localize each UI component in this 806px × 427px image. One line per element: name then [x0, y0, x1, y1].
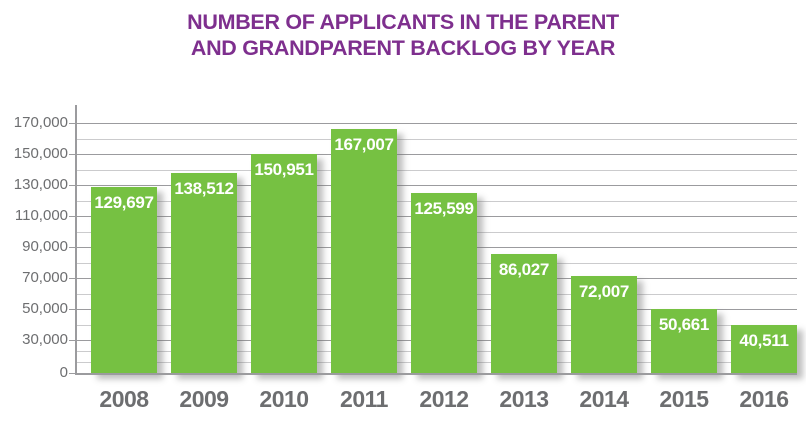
gridline-minor-160000 [77, 138, 797, 140]
y-axis-label-150000: 150,000 [13, 145, 68, 162]
bar-value-label-2010: 150,951 [254, 159, 314, 179]
x-axis-label-2013: 2013 [499, 386, 549, 412]
page-title-line-2: AND GRANDPARENT BACKLOG BY YEAR [190, 36, 616, 61]
y-axis-label-70000: 70,000 [22, 269, 68, 286]
y-tick-130000 [69, 184, 75, 186]
gridline-minor-140000 [77, 169, 797, 171]
x-axis-label-2014: 2014 [579, 386, 629, 412]
x-axis-label-2015: 2015 [659, 386, 709, 412]
y-axis-label-50000: 50,000 [22, 300, 68, 317]
bar-value-label-2012: 125,599 [414, 198, 474, 218]
plot-area: 129,697 138,512 150,951 167,007 125,599 86,02… [69, 105, 797, 375]
y-tick-50000 [69, 308, 75, 310]
y-tick-150000 [69, 153, 75, 155]
page-title: NUMBER OF APPLICANTS IN THE PARENT AND G… [0, 9, 806, 61]
bar-2014: 72,007 [571, 275, 637, 374]
x-axis-label-2012: 2012 [419, 386, 469, 412]
y-tick-0 [69, 372, 75, 374]
bar-value-label-2009: 138,512 [174, 178, 234, 198]
y-axis-label-0: 0 [59, 364, 68, 381]
bar-2015: 50,661 [651, 309, 717, 374]
x-axis-label-2008: 2008 [99, 386, 149, 412]
bar-value-label-2014: 72,007 [578, 281, 630, 301]
x-axis-label-2009: 2009 [179, 386, 229, 412]
page-title-line-1: NUMBER OF APPLICANTS IN THE PARENT [187, 10, 619, 34]
bar-value-label-2015: 50,661 [658, 315, 710, 334]
x-axis-baseline [75, 373, 797, 375]
bar-2012: 125,599 [411, 192, 477, 374]
x-axis-label-2010: 2010 [259, 386, 309, 412]
x-axis-labels: 2008 2009 2010 2011 2012 2013 2014 2015 2016 [77, 386, 797, 418]
y-tick-170000 [69, 122, 75, 124]
y-tick-70000 [69, 277, 75, 279]
gridline-major-130000 [77, 184, 797, 186]
bar-2008: 129,697 [91, 186, 157, 374]
bar-value-label-2013: 86,027 [498, 260, 550, 280]
bar-2016: 40,511 [731, 324, 797, 374]
bar-2011: 167,007 [331, 128, 397, 374]
bar-2013: 86,027 [491, 254, 557, 374]
y-axis-label-90000: 90,000 [22, 238, 68, 255]
bar-2010: 150,951 [251, 153, 317, 374]
y-tick-90000 [69, 246, 75, 248]
gridline-major-170000 [77, 122, 797, 124]
y-tick-110000 [69, 215, 75, 217]
y-tick-30000 [69, 339, 75, 341]
bar-2009: 138,512 [171, 172, 237, 374]
y-axis-label-110000: 110,000 [14, 207, 68, 224]
bar-value-label-2011: 167,007 [334, 134, 394, 154]
x-axis-label-2011: 2011 [340, 386, 388, 412]
bar-value-label-2008: 129,697 [94, 192, 154, 212]
y-axis-labels: 0 30,000 50,000 70,000 90,000 110,000 130,000 1… [0, 105, 68, 381]
x-axis-label-2016: 2016 [739, 386, 789, 412]
y-axis-label-170000: 170,000 [13, 114, 68, 131]
bar-value-label-2016: 40,511 [739, 330, 789, 350]
gridline-major-150000 [77, 153, 797, 155]
y-axis-line [75, 105, 77, 374]
y-axis-label-30000: 30,000 [22, 331, 68, 348]
y-axis-label-130000: 130,000 [13, 176, 68, 193]
